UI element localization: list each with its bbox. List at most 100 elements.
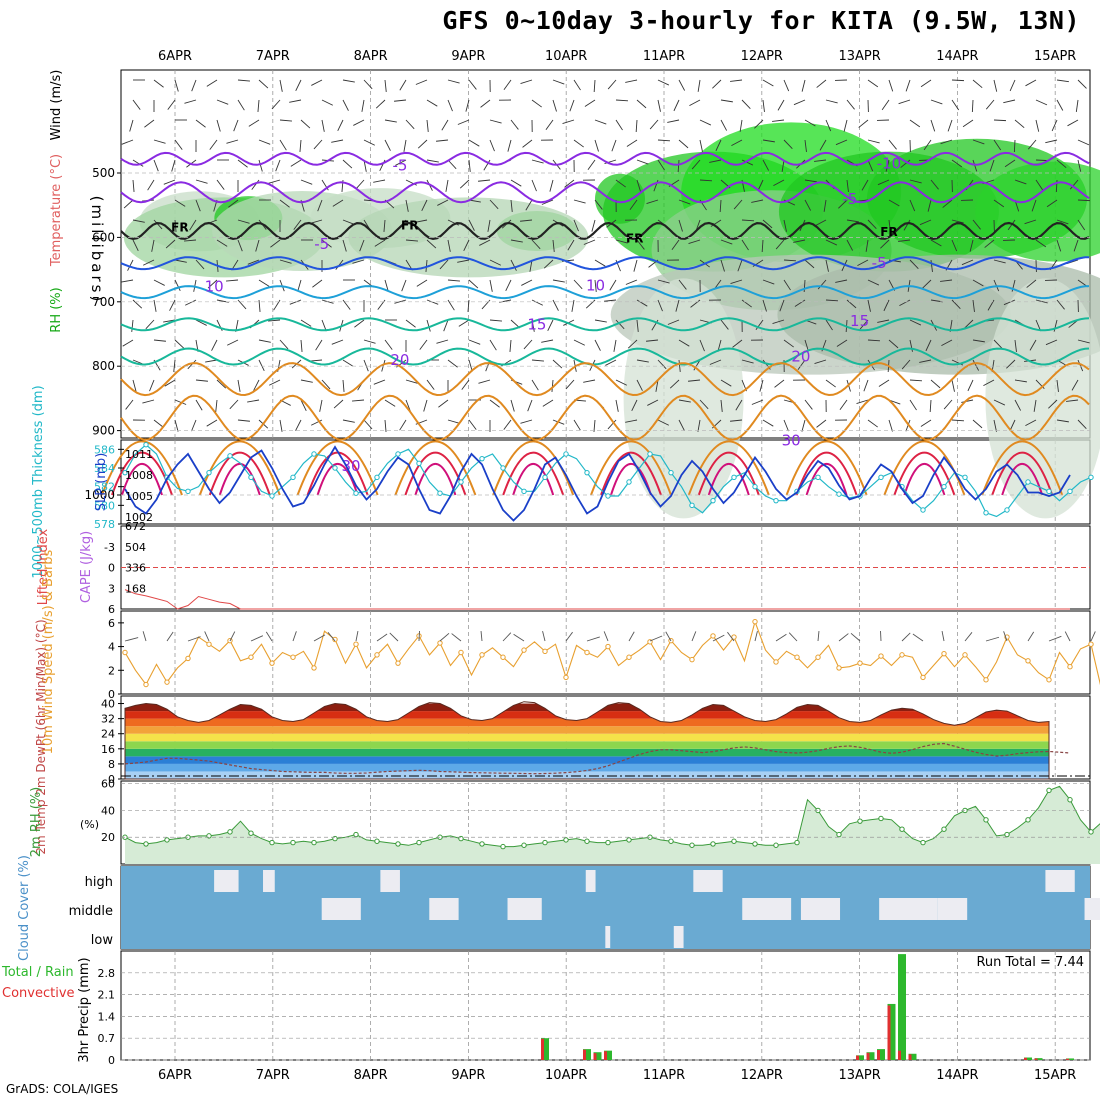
wind-barb xyxy=(1024,219,1037,225)
wind-barb xyxy=(709,159,722,163)
wind-barb xyxy=(993,79,998,92)
wind-barb xyxy=(436,139,449,142)
thickness-line-point xyxy=(815,474,821,481)
wind-barb xyxy=(885,159,890,172)
precip-conv-bar xyxy=(583,1049,586,1060)
wind-barb xyxy=(468,419,477,430)
wind-barb xyxy=(615,399,619,412)
cloud-axis-label: Cloud Cover (%) xyxy=(17,855,32,961)
wind-barb xyxy=(1077,139,1090,146)
wind-barb xyxy=(419,339,428,350)
wind-barb xyxy=(237,299,247,310)
rh2m-tick-label: 40 xyxy=(101,804,115,817)
precip-conv-bar xyxy=(604,1051,607,1060)
wind-barb xyxy=(678,419,685,431)
wind-barb xyxy=(1067,119,1079,127)
wind-barb xyxy=(1056,159,1067,169)
wind-barb xyxy=(720,319,729,330)
wind-barb xyxy=(480,99,491,108)
wind-barb xyxy=(216,379,227,389)
precip-conv-bar xyxy=(1034,1058,1038,1060)
wind-barb xyxy=(779,299,785,312)
cloud-gap xyxy=(1084,898,1100,920)
thickness-line-point xyxy=(563,451,569,457)
wind-barb xyxy=(943,399,953,410)
wind-barb xyxy=(1069,179,1079,190)
wind10-line-point xyxy=(941,650,947,657)
wind-barb xyxy=(591,219,596,232)
wind-barb xyxy=(552,99,557,112)
wind-barb xyxy=(447,359,458,368)
wind-barb xyxy=(1048,399,1058,409)
wind-barb xyxy=(237,239,243,252)
wind-barb xyxy=(993,259,1006,264)
wind-barb xyxy=(447,299,455,311)
temp2m-axis-label: 2m Temp 2m DewPt (6hr Min/Max) (°C) xyxy=(34,619,48,854)
isotherm-label: 15 xyxy=(527,315,546,333)
wind-barb xyxy=(310,359,323,362)
wind-barb xyxy=(258,359,265,371)
thickness-line-point xyxy=(290,474,296,481)
wind10-line-point xyxy=(1046,677,1052,683)
wind-barb xyxy=(520,219,533,222)
cloud-gap xyxy=(214,870,239,892)
wind10-line-point xyxy=(1067,664,1073,670)
wind-barb xyxy=(611,139,617,152)
wind-barb xyxy=(858,119,869,128)
wind-barb xyxy=(461,379,470,390)
wind-barb xyxy=(867,279,880,286)
wind-barb xyxy=(867,139,880,144)
precip-tick-label: 2.1 xyxy=(98,989,116,1002)
rh2m-line-point xyxy=(710,841,716,847)
thickness-line-point xyxy=(836,491,842,497)
wind-barb xyxy=(489,139,495,152)
wind-barb xyxy=(741,219,755,222)
wind-barb xyxy=(972,79,983,89)
panel-thick xyxy=(120,439,1091,525)
wind-barb xyxy=(825,299,839,302)
panel-frame xyxy=(120,610,1091,695)
isotherm-label: -5 xyxy=(842,190,857,208)
thickness-line-point xyxy=(668,469,674,476)
wind-barb xyxy=(667,319,680,325)
wind-barb xyxy=(923,139,932,151)
wind-barb xyxy=(657,279,670,284)
wind-barb xyxy=(678,359,681,372)
precip-total-bar xyxy=(593,1052,602,1060)
wind-barb xyxy=(735,399,743,411)
wind-barb xyxy=(467,299,470,312)
li-axis-label-group: Lifted Index xyxy=(36,528,51,605)
wind-barb xyxy=(565,379,575,390)
wind-barb xyxy=(636,239,645,250)
cloud-gap xyxy=(321,898,361,920)
wind10-line-point xyxy=(731,634,737,640)
temp-band xyxy=(125,741,1049,749)
isotherm-dome xyxy=(707,463,750,496)
wind-barb xyxy=(901,359,911,370)
wind-barb xyxy=(1077,79,1087,89)
wind-barb xyxy=(993,119,1007,122)
wind10-line-point xyxy=(689,656,695,663)
rh2m-line-point xyxy=(1088,829,1094,835)
wind10-line-point xyxy=(836,665,842,671)
thickness-line-point xyxy=(1088,474,1094,481)
wind-barb xyxy=(636,359,649,363)
wind-barb xyxy=(754,119,764,129)
wind10-line-point xyxy=(248,654,254,660)
wind-barb xyxy=(804,119,816,127)
wind-barb xyxy=(636,159,649,165)
wind-barb xyxy=(909,119,921,128)
isotherm-label: -5 xyxy=(314,235,329,253)
wind-barb xyxy=(759,379,764,392)
wind-barb xyxy=(311,419,323,426)
wind-barb xyxy=(657,139,671,142)
wind-barb xyxy=(426,379,435,390)
wind-barb xyxy=(930,379,941,389)
wind-barb xyxy=(594,279,597,292)
rh2m-line-point xyxy=(311,839,317,846)
wind10-barb xyxy=(628,631,635,642)
isotherm-20 xyxy=(120,347,1090,366)
precip-total-bar xyxy=(541,1038,549,1060)
wind10-line-point xyxy=(269,660,275,666)
wind-barb xyxy=(865,239,869,252)
